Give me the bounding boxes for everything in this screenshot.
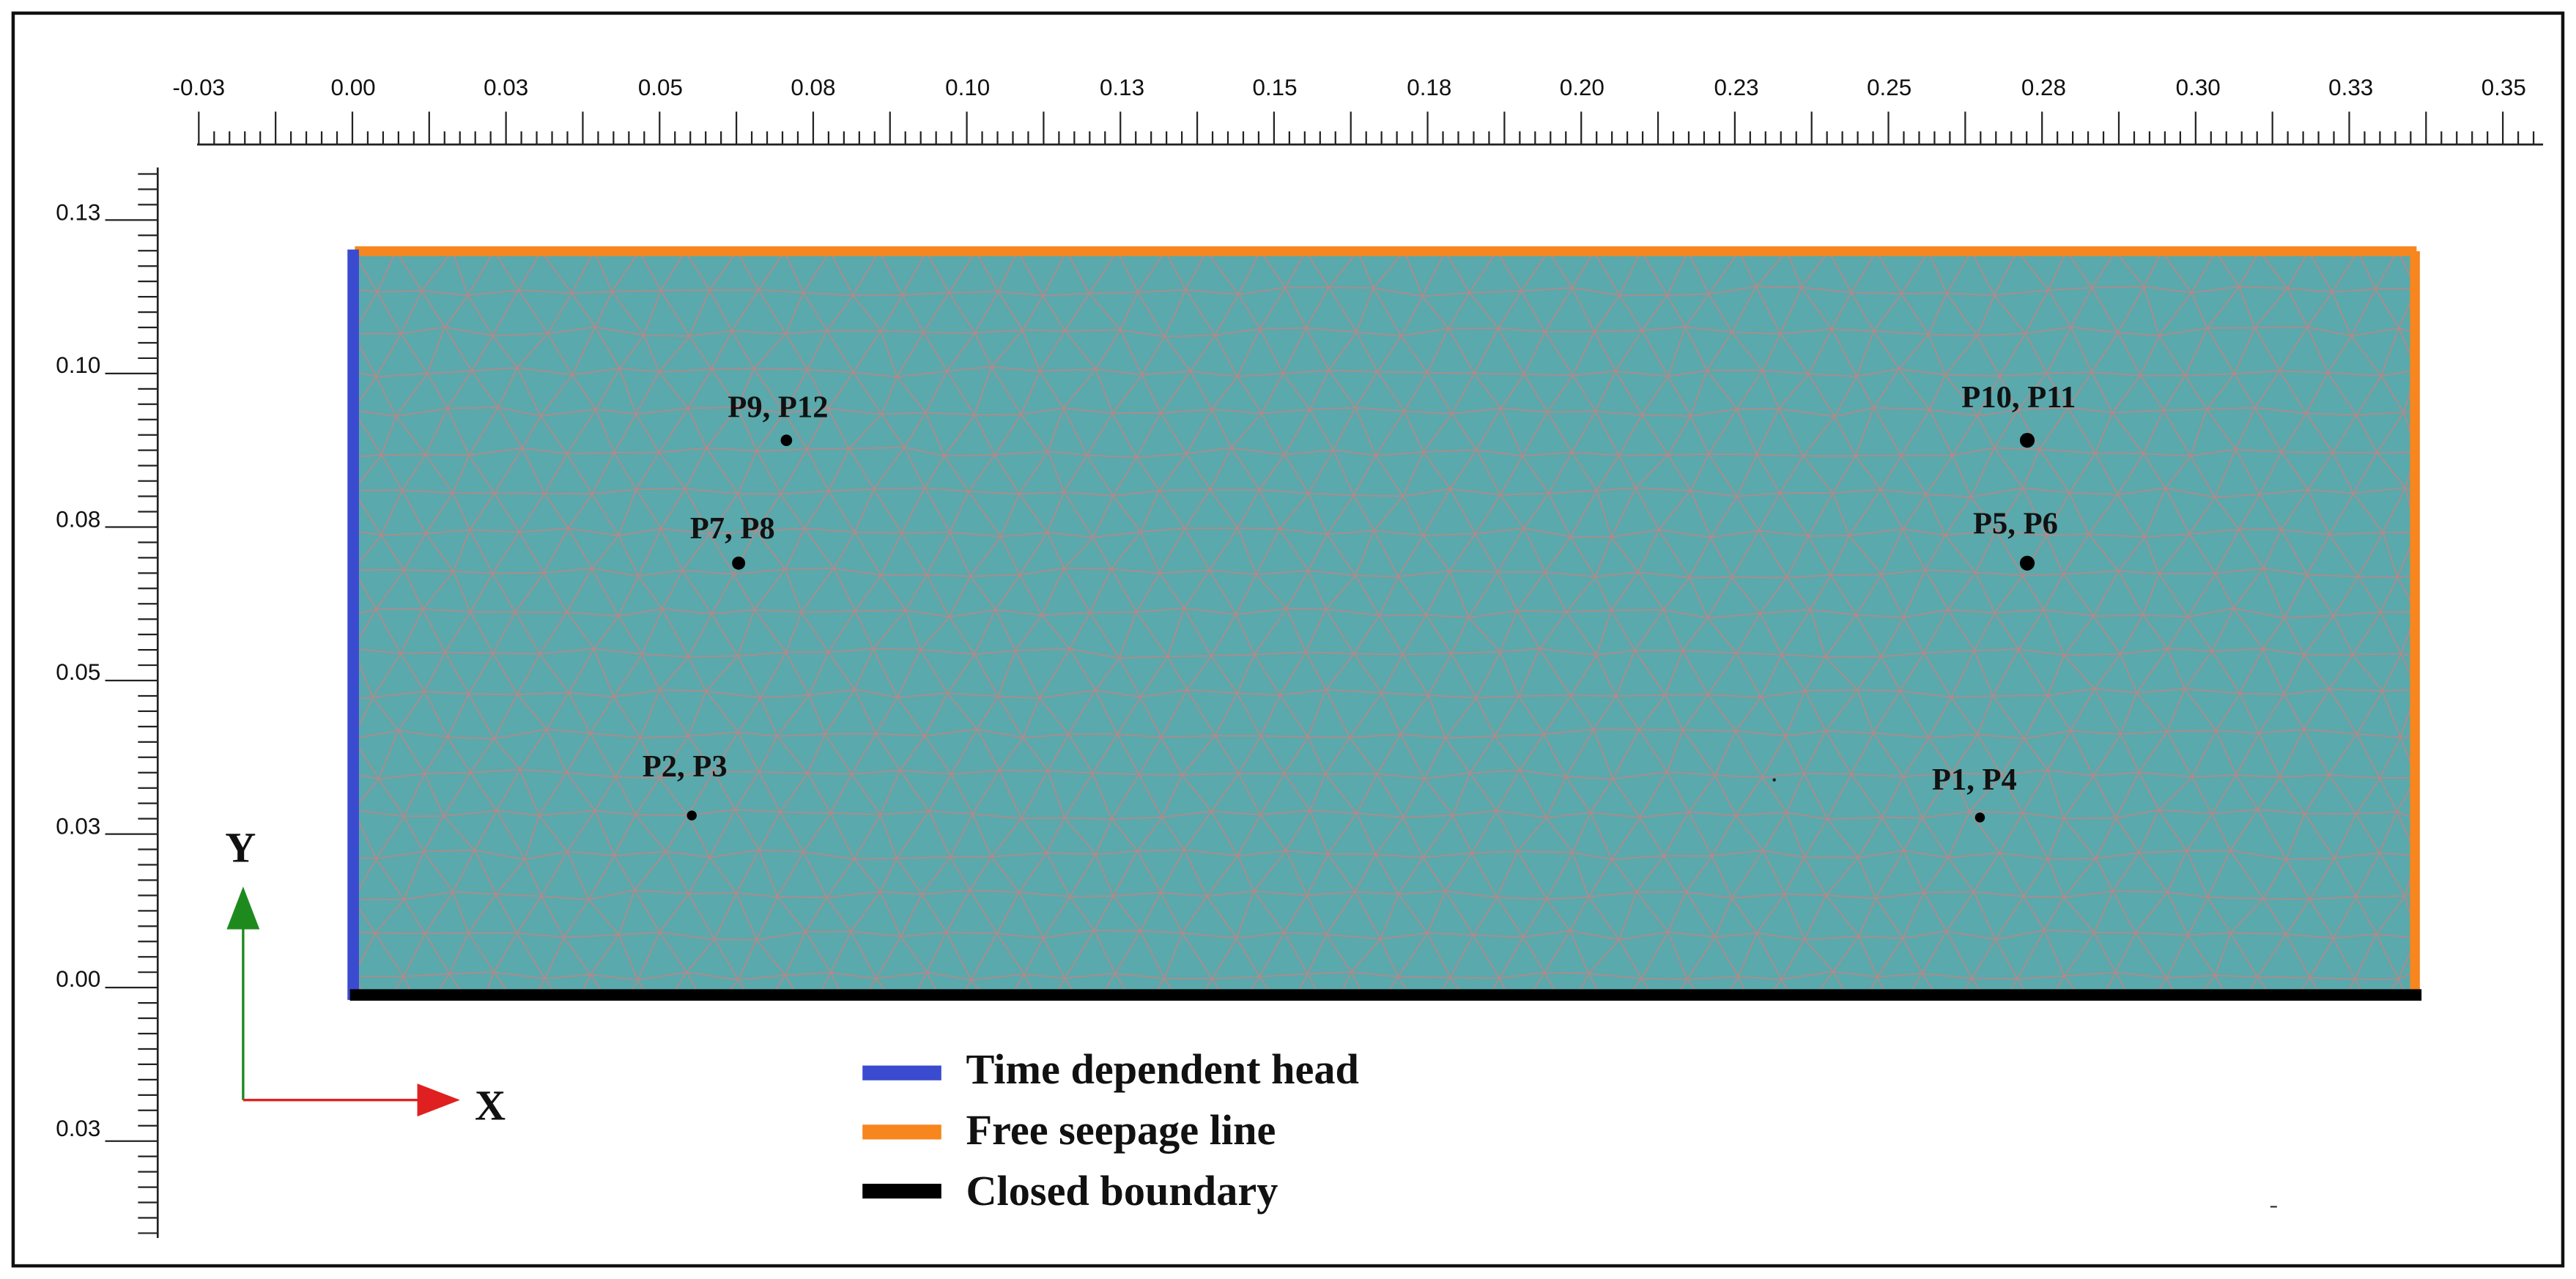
top-tick-label: 0.13 bbox=[1100, 75, 1144, 100]
top-ruler-ticks bbox=[198, 111, 2535, 145]
legend-swatch-time-dependent-head bbox=[862, 1065, 941, 1080]
top-tick-label: 0.00 bbox=[331, 75, 376, 100]
top-ruler: -0.03 0.00 0.03 0.05 0.08 0.10 0.13 0.15… bbox=[173, 75, 2544, 146]
left-ruler-ticks bbox=[105, 173, 158, 1234]
left-tick-label: 0.13 bbox=[56, 199, 100, 225]
left-tick-label: 0.03 bbox=[56, 814, 100, 839]
point-label-p7-p8: P7, P8 bbox=[690, 511, 775, 546]
legend-label-free-seepage-line: Free seepage line bbox=[966, 1106, 1276, 1154]
legend: Time dependent head Free seepage line Cl… bbox=[862, 1045, 1359, 1215]
top-tick-label: 0.05 bbox=[638, 75, 683, 100]
mesh-edges bbox=[353, 251, 2417, 997]
left-tick-label: 0.05 bbox=[56, 659, 100, 685]
y-axis-letter: Y bbox=[225, 824, 256, 872]
top-tick-label: 0.03 bbox=[484, 75, 528, 100]
point-label-p2-p3: P2, P3 bbox=[643, 749, 728, 784]
coordinate-axes-indicator: Y X bbox=[225, 824, 506, 1130]
y-axis-arrow-head bbox=[226, 886, 260, 930]
top-tick-label: -0.03 bbox=[173, 75, 226, 100]
top-tick-label: 0.20 bbox=[1560, 75, 1605, 100]
left-ruler: 0.13 0.10 0.08 0.05 0.03 0.00 0.03 bbox=[56, 167, 159, 1238]
point-marker-p2-p3 bbox=[686, 810, 697, 820]
point-marker-p1-p4 bbox=[1974, 812, 1985, 823]
top-tick-label: 0.33 bbox=[2328, 75, 2373, 100]
left-tick-label: 0.03 bbox=[56, 1116, 100, 1141]
left-tick-label: 0.10 bbox=[56, 352, 100, 378]
seepage-domain bbox=[353, 251, 2417, 997]
point-marker-p10-p11 bbox=[2019, 433, 2035, 448]
left-tick-label: 0.08 bbox=[56, 506, 100, 532]
top-tick-label: 0.08 bbox=[791, 75, 835, 100]
observation-points: P9, P12 P7, P8 P2, P3 P10, P11 P5, P6 P1… bbox=[643, 380, 2076, 823]
x-axis-arrow-head bbox=[417, 1083, 460, 1117]
legend-label-closed-boundary: Closed boundary bbox=[966, 1167, 1278, 1215]
top-tick-label: 0.23 bbox=[1714, 75, 1759, 100]
legend-swatch-closed-boundary bbox=[862, 1183, 941, 1199]
point-label-p1-p4: P1, P4 bbox=[1932, 763, 2017, 797]
point-marker-p9-p12 bbox=[780, 434, 793, 446]
legend-label-time-dependent-head: Time dependent head bbox=[966, 1045, 1358, 1093]
point-label-p5-p6: P5, P6 bbox=[1973, 506, 2058, 541]
top-tick-label: 0.25 bbox=[1867, 75, 1911, 100]
top-tick-label: 0.10 bbox=[945, 75, 990, 100]
point-label-p9-p12: P9, P12 bbox=[728, 390, 828, 424]
x-axis-letter: X bbox=[475, 1082, 506, 1130]
top-tick-label: 0.18 bbox=[1407, 75, 1451, 100]
top-tick-label: 0.35 bbox=[2481, 75, 2526, 100]
point-marker-p7-p8 bbox=[732, 556, 746, 570]
top-tick-label: 0.28 bbox=[2021, 75, 2066, 100]
point-label-p10-p11: P10, P11 bbox=[1961, 380, 2076, 415]
legend-swatch-free-seepage-line bbox=[862, 1124, 941, 1140]
point-marker-p5-p6 bbox=[2019, 555, 2035, 571]
triangular-mesh bbox=[353, 251, 2417, 997]
speck bbox=[1772, 778, 1776, 782]
top-tick-label: 0.15 bbox=[1252, 75, 1297, 100]
left-tick-label: 0.00 bbox=[56, 966, 100, 992]
top-tick-label: 0.30 bbox=[2176, 75, 2221, 100]
